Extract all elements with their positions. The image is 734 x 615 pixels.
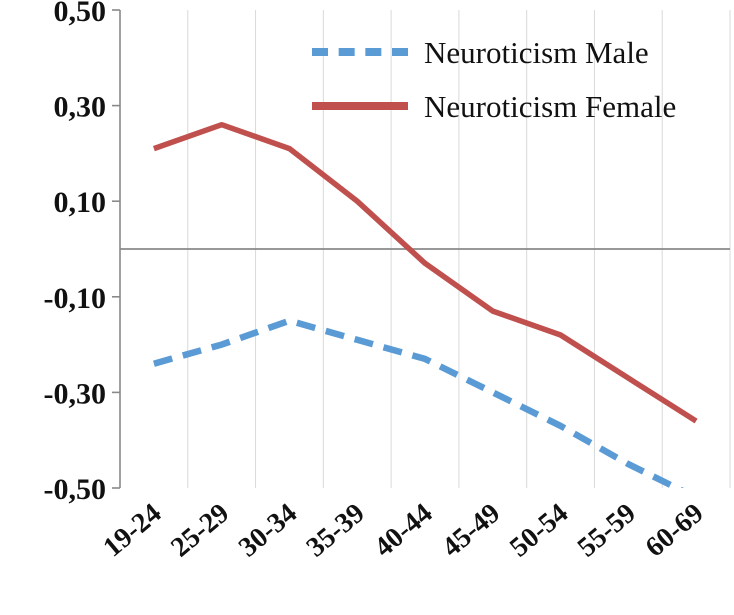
x-tick-label: 45-49 xyxy=(436,498,506,564)
y-tick-label: 0,10 xyxy=(54,186,107,219)
x-tick-label: 50-54 xyxy=(504,498,574,564)
series-line-neuroticism-female xyxy=(152,121,698,424)
x-tick-label: 35-39 xyxy=(301,498,371,564)
chart-legend: Neuroticism Male Neuroticism Female xyxy=(312,32,676,126)
x-tick-label: 40-44 xyxy=(369,498,439,564)
legend-label-female: Neuroticism Female xyxy=(424,88,677,124)
legend-sample-male-dashed-line xyxy=(312,48,408,56)
y-tick-label: -0,50 xyxy=(44,473,107,506)
x-tick-label: 30-34 xyxy=(233,498,303,564)
series-line-neuroticism-male xyxy=(153,317,685,488)
legend-sample-female-solid-line xyxy=(312,102,408,110)
y-tick-label: -0,30 xyxy=(44,377,107,410)
y-tick-label: 0,50 xyxy=(54,0,107,28)
legend-item-male: Neuroticism Male xyxy=(312,32,676,72)
legend-item-female: Neuroticism Female xyxy=(312,86,676,126)
x-tick-label: 19-24 xyxy=(97,498,167,564)
x-tick-label: 55-59 xyxy=(572,498,642,564)
legend-label-male: Neuroticism Male xyxy=(424,34,649,70)
x-tick-label: 25-29 xyxy=(165,498,235,564)
y-tick-label: 0,30 xyxy=(54,91,107,124)
x-tick-label: 60-69 xyxy=(640,498,710,564)
y-tick-label: -0,10 xyxy=(44,282,107,315)
